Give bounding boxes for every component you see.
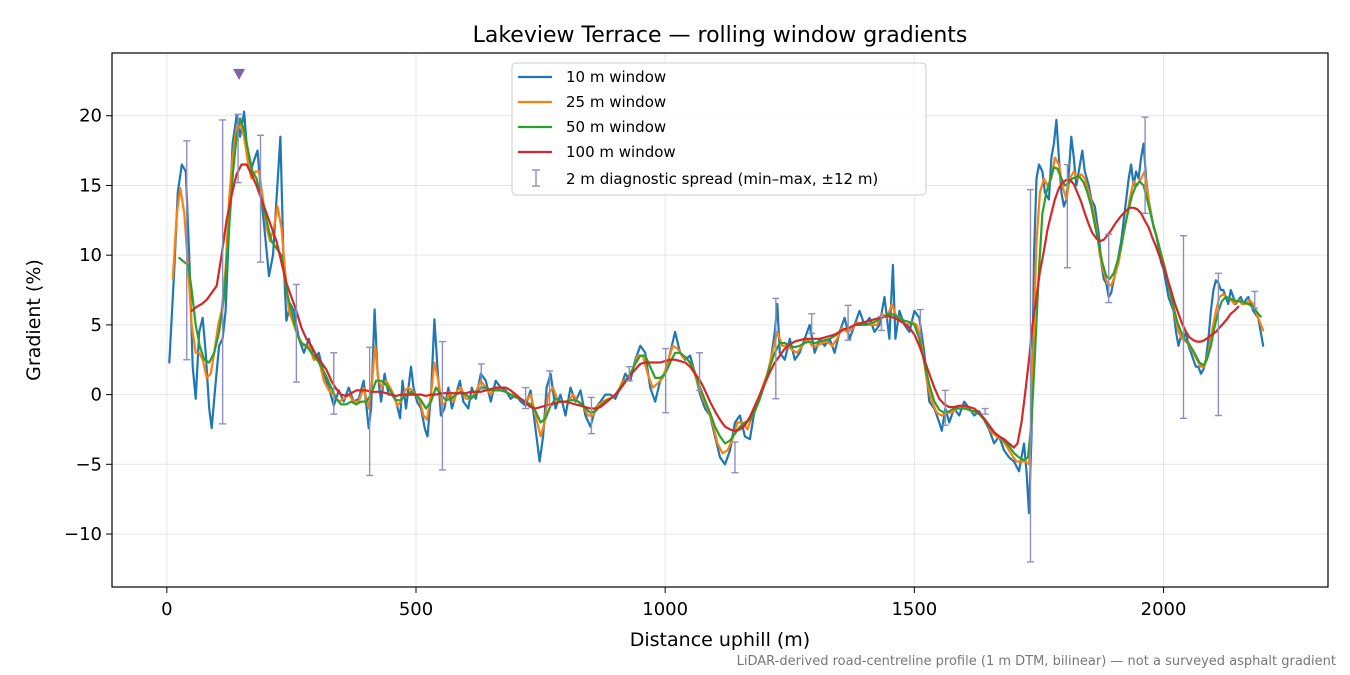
- legend-label-100m: 100 m window: [566, 143, 676, 161]
- y-tick-label: 0: [91, 385, 102, 406]
- error-bar: [772, 297, 780, 400]
- error-bar: [981, 407, 989, 415]
- error-bar: [1141, 116, 1149, 215]
- error-bar: [234, 113, 242, 184]
- legend-label-50m: 50 m window: [566, 118, 666, 136]
- legend: 10 m window 25 m window 50 m window 100 …: [511, 62, 927, 196]
- x-tick-label: 1500: [891, 599, 937, 620]
- y-axis-ticks: −10 −5 0 5 10 15 20: [64, 106, 112, 545]
- marker-layer: [233, 68, 246, 80]
- legend-swatch-error-bar: [532, 169, 540, 187]
- series-line-25m: [171, 121, 1265, 466]
- peak-marker: [233, 68, 246, 80]
- y-tick-label: 5: [91, 315, 102, 336]
- error-bar: [183, 140, 191, 361]
- error-bar: [522, 386, 530, 410]
- legend-box: [511, 62, 927, 196]
- error-bar: [877, 315, 885, 332]
- error-bar: [1251, 290, 1259, 309]
- error-bar: [587, 396, 595, 435]
- x-tick-label: 1000: [642, 599, 688, 620]
- footnote: LiDAR-derived road-centreline profile (1…: [737, 654, 1336, 669]
- error-bar: [546, 370, 554, 407]
- error-bar: [438, 340, 446, 471]
- y-tick-label: 20: [79, 106, 102, 127]
- error-bar: [477, 363, 485, 390]
- y-tick-label: −10: [64, 524, 102, 545]
- x-axis-ticks: 0 500 1000 1500 2000: [161, 587, 1186, 620]
- series-layer: [168, 110, 1265, 515]
- y-tick-label: 15: [79, 175, 102, 196]
- y-axis-label: Gradient (%): [23, 259, 45, 381]
- error-bar: [366, 346, 374, 477]
- x-tick-label: 500: [399, 599, 433, 620]
- legend-label-10m: 10 m window: [566, 68, 666, 86]
- error-bar: [1179, 234, 1187, 419]
- error-bar: [1026, 188, 1034, 563]
- series-line-100m: [190, 163, 1240, 449]
- error-bar: [696, 352, 704, 392]
- error-bar: [662, 347, 670, 414]
- series-line-50m: [178, 117, 1262, 462]
- x-tick-label: 2000: [1141, 599, 1187, 620]
- plot-frame: [111, 52, 1329, 588]
- error-bar: [941, 389, 949, 426]
- y-tick-label: −5: [75, 454, 102, 475]
- error-bar: [625, 366, 633, 382]
- error-bar: [808, 313, 816, 334]
- error-bar: [1105, 233, 1113, 304]
- error-bar: [219, 119, 227, 425]
- error-bar: [844, 304, 852, 341]
- error-bar-layer: [183, 113, 1259, 563]
- error-bar: [1063, 163, 1071, 269]
- legend-label-error-bar: 2 m diagnostic spread (min–max, ±12 m): [566, 170, 878, 188]
- error-bar: [1214, 272, 1222, 417]
- legend-label-25m: 25 m window: [566, 93, 666, 111]
- error-bar: [292, 283, 300, 383]
- series-line-10m: [168, 110, 1265, 515]
- y-tick-label: 10: [79, 245, 102, 266]
- error-bar: [916, 308, 924, 337]
- error-bar: [257, 134, 265, 263]
- x-axis-label: Distance uphill (m): [630, 629, 810, 651]
- chart-title: Lakeview Terrace — rolling window gradie…: [473, 23, 968, 48]
- x-tick-label: 0: [161, 599, 172, 620]
- error-bar: [330, 352, 338, 415]
- error-bar: [731, 441, 739, 474]
